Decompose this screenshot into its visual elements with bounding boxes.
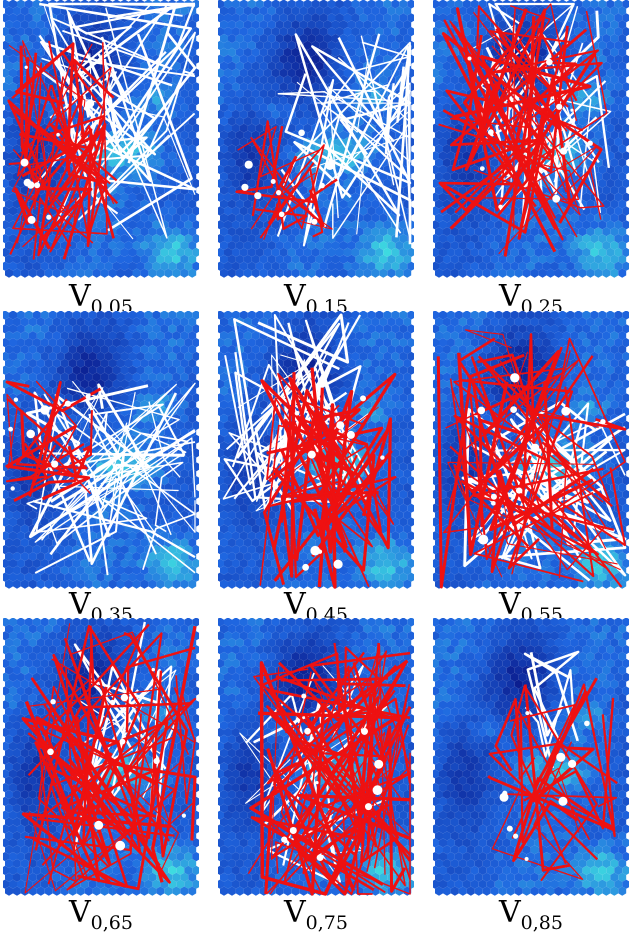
caption-v065: V0,65 [3,898,199,938]
som-map-v055 [433,311,629,591]
som-map-v065 [3,618,199,898]
panel-v045 [218,311,414,591]
panel-v055 [433,311,629,591]
panel-v025 [433,0,629,280]
panel-v075 [218,618,414,898]
panel-v065 [3,618,199,898]
som-map-v015 [218,0,414,280]
som-map-v035 [3,311,199,591]
panel-v005 [3,0,199,280]
panel-v085 [433,618,629,898]
som-map-v025 [433,0,629,280]
caption-v085: V0,85 [433,898,629,938]
panel-v015 [218,0,414,280]
som-map-v085 [433,618,629,898]
panel-v035 [3,311,199,591]
som-map-v045 [218,311,414,591]
som-map-v005 [3,0,199,280]
caption-v075: V0,75 [218,898,414,938]
som-map-v075 [218,618,414,898]
